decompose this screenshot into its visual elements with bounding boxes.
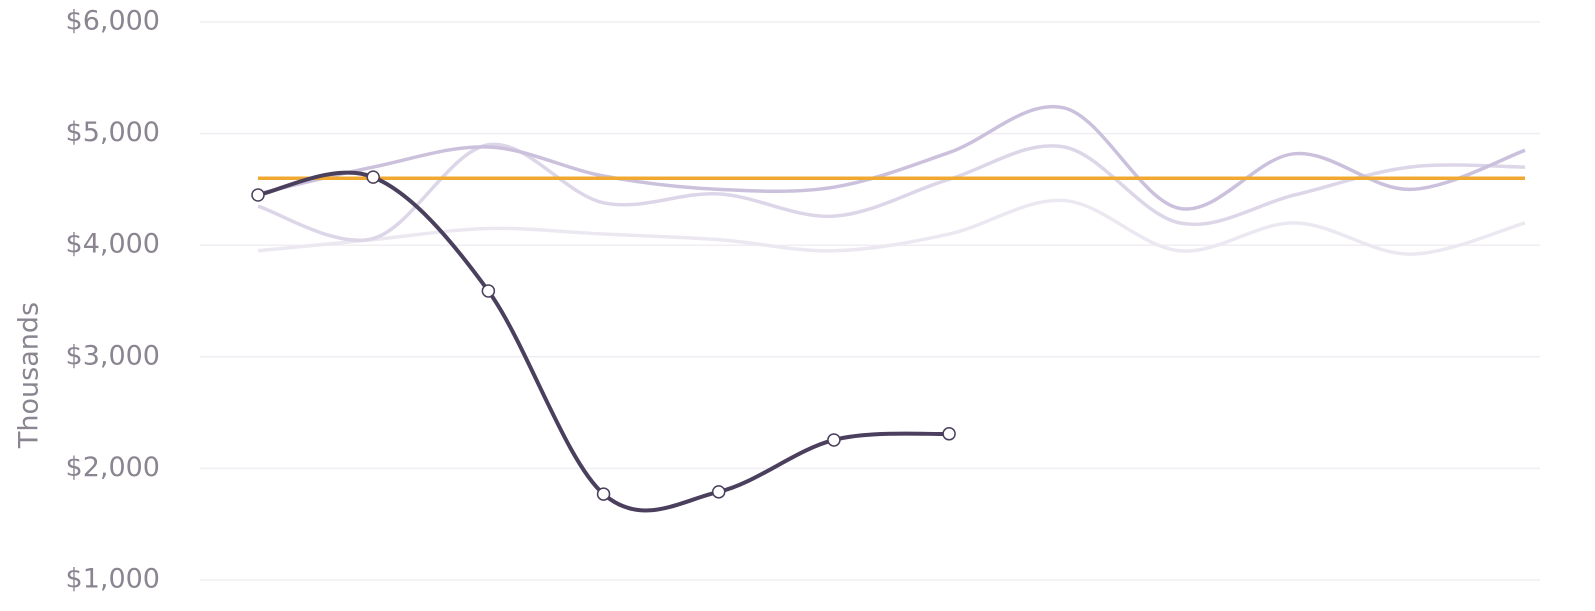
point-marker xyxy=(596,487,611,501)
y-tick-label: $1,000 xyxy=(66,564,160,595)
point-marker xyxy=(251,188,265,202)
y-tick-label: $2,000 xyxy=(66,452,160,483)
point-marker xyxy=(942,427,956,441)
series-line xyxy=(257,142,1526,242)
series-line xyxy=(257,198,1526,256)
y-tick-label: $5,000 xyxy=(66,117,160,148)
point-marker xyxy=(711,485,726,499)
point-marker xyxy=(481,284,496,298)
series-line xyxy=(257,170,950,513)
y-tick-label: $6,000 xyxy=(66,6,160,37)
y-tick-label: $4,000 xyxy=(66,229,160,260)
y-tick-label: $3,000 xyxy=(66,340,160,371)
point-marker xyxy=(366,170,380,184)
series-line xyxy=(257,104,1526,211)
y-axis-title: Thousands xyxy=(14,302,45,449)
point-marker xyxy=(827,433,841,447)
